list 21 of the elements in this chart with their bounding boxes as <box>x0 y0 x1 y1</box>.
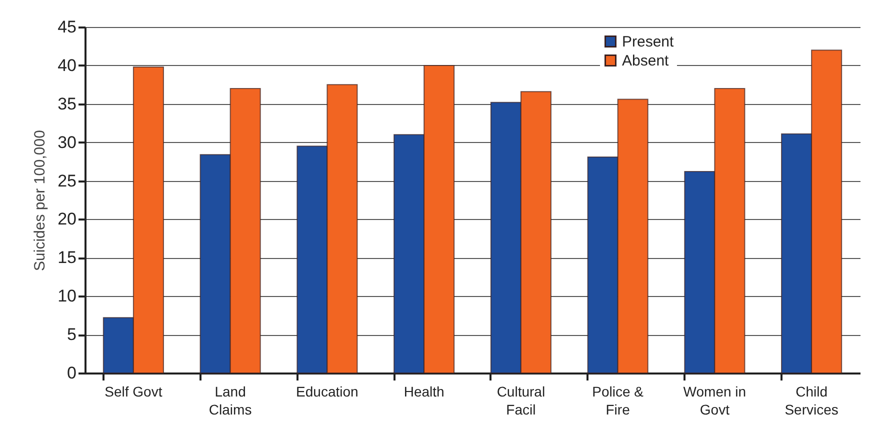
y-tick-label: 30 <box>58 132 76 152</box>
y-tick-label: 40 <box>58 56 76 75</box>
y-tick-label: 5 <box>67 325 76 344</box>
y-tick-label: 25 <box>58 171 76 190</box>
y-axis-title: Suicides per 100,000 <box>32 130 49 271</box>
y-tick-label: 35 <box>58 94 76 114</box>
x-tick-label: Women in Govt <box>683 384 746 418</box>
y-tick-label: 20 <box>58 210 76 229</box>
y-tick-label: 45 <box>58 18 76 36</box>
legend-label: Present <box>622 34 675 50</box>
x-tick-label: Health <box>404 384 444 400</box>
x-tick-label: Self Govt <box>104 384 162 400</box>
y-tick-label: 0 <box>67 364 76 382</box>
x-tick-label: Cultural Facil <box>496 384 546 418</box>
y-tick-label: 10 <box>58 286 76 306</box>
y-tick-label: 15 <box>58 248 76 268</box>
x-tick-label: Land Claims <box>208 384 252 418</box>
x-tick-label: Child Services <box>784 384 838 418</box>
x-tick-label: Police & Fire <box>592 384 644 418</box>
x-tick-label: Education <box>296 384 358 400</box>
legend-label: Absent <box>622 52 670 70</box>
